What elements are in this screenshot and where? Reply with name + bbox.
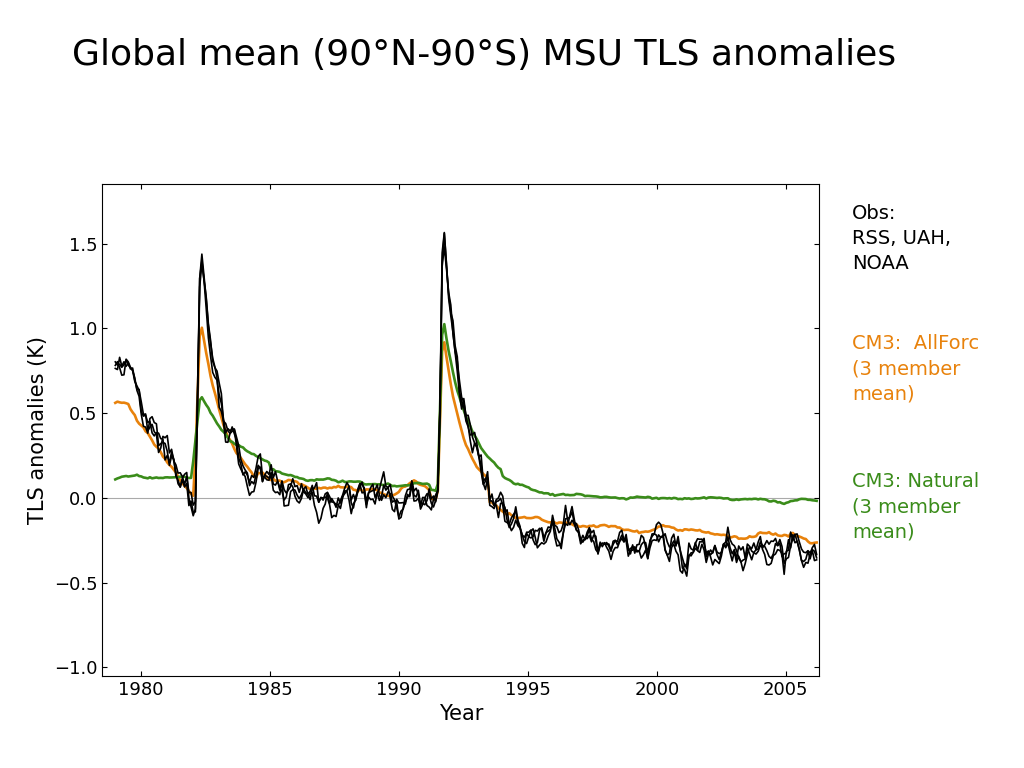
Text: CM3:  AllForc
(3 member
mean): CM3: AllForc (3 member mean) — [852, 334, 979, 403]
X-axis label: Year: Year — [438, 704, 483, 724]
Text: Obs:
RSS, UAH,
NOAA: Obs: RSS, UAH, NOAA — [852, 204, 951, 273]
Text: CM3: Natural
(3 member
mean): CM3: Natural (3 member mean) — [852, 472, 979, 541]
Text: Global mean (90°N-90°S) MSU TLS anomalies: Global mean (90°N-90°S) MSU TLS anomalie… — [72, 38, 896, 72]
Y-axis label: TLS anomalies (K): TLS anomalies (K) — [29, 336, 48, 524]
